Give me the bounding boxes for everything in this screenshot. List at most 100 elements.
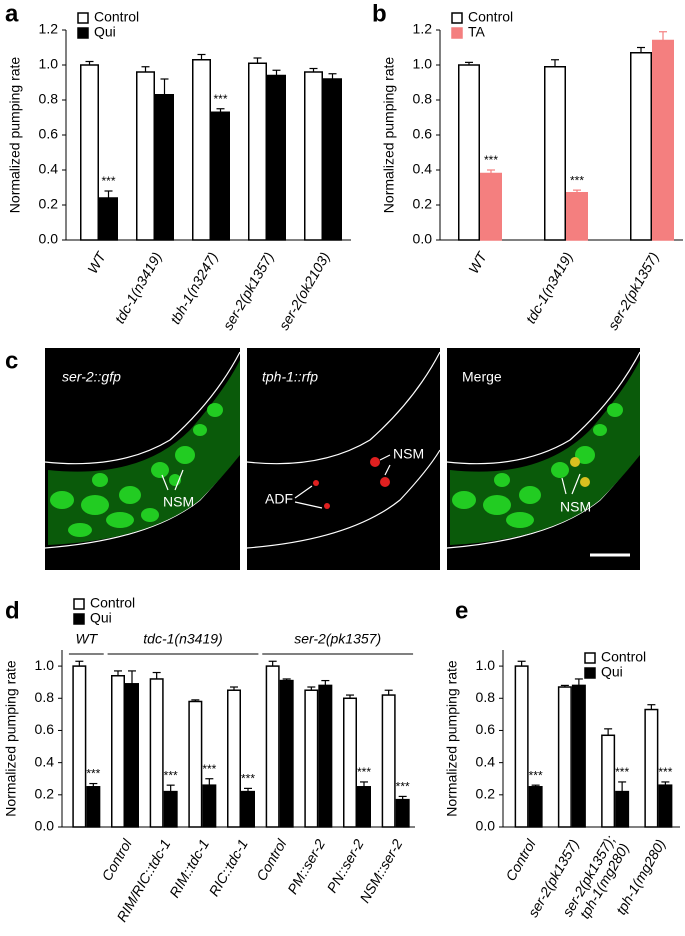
legend-swatch — [77, 12, 89, 24]
bar — [381, 694, 396, 828]
group-label: WT — [75, 631, 98, 647]
micrograph — [247, 348, 440, 570]
x-tick-label: ser-2(ok2103) — [275, 249, 332, 332]
bar — [227, 689, 241, 828]
y-axis-title: Normalized pumping rate — [7, 57, 23, 214]
legend-label: Control — [601, 649, 646, 665]
y-tick-label: 0.8 — [35, 689, 55, 705]
bar — [188, 700, 203, 828]
y-tick-label: 0.0 — [39, 231, 59, 247]
y-tick-label: 1.0 — [476, 657, 496, 673]
y-tick-label: 0.6 — [35, 721, 55, 737]
bar — [304, 689, 319, 828]
y-tick-label: 1.2 — [39, 21, 59, 37]
worm-outline — [246, 449, 441, 549]
image-title: Merge — [462, 369, 502, 385]
bar-chart: e Normalized pumping rate 0.0 0.2 0.4 0.6 0.8 1… — [444, 597, 680, 921]
significance: *** — [357, 765, 371, 779]
x-tick-label: WT — [84, 248, 109, 276]
y-tick-label: 0.0 — [476, 818, 496, 834]
legend-label: Control — [94, 9, 139, 25]
significance: *** — [570, 173, 584, 187]
bar — [163, 790, 178, 828]
x-tick-label: tdc-1(n3419) — [111, 249, 165, 326]
legend-label: TA — [468, 24, 486, 40]
panel-letter: a — [5, 0, 19, 27]
legend-swatch — [584, 667, 596, 679]
bar — [318, 684, 333, 828]
cell-label: NSM — [393, 446, 424, 462]
y-tick-label: 0.0 — [413, 231, 433, 247]
bar — [566, 192, 588, 241]
bar — [267, 74, 286, 241]
bar — [125, 683, 139, 828]
bar-chart: d Normalized pumping rate 0.0 0.2 0.4 0.6 0.8 1… — [3, 595, 415, 925]
legend-label: Qui — [94, 24, 116, 40]
x-tick-label-line: Control — [502, 836, 539, 884]
y-axis-title: Normalized pumping rate — [3, 660, 19, 817]
y-tick-label: 0.0 — [35, 818, 55, 834]
bar — [458, 64, 480, 241]
significance: *** — [164, 768, 178, 782]
y-tick-label: 1.0 — [35, 657, 55, 673]
bar — [658, 784, 673, 828]
y-tick-label: 0.6 — [39, 126, 59, 142]
bar — [72, 665, 87, 828]
bar — [615, 790, 630, 828]
y-tick-label: 0.2 — [35, 786, 55, 802]
cell-label: ADF — [265, 491, 293, 507]
worm-outline — [44, 351, 241, 465]
bar — [652, 39, 674, 241]
panel-letter: e — [455, 597, 468, 624]
bar — [357, 786, 371, 828]
panel-letter: b — [372, 0, 387, 27]
legend-swatch — [584, 652, 596, 664]
x-tick-label: Control — [502, 836, 539, 884]
significance: *** — [202, 762, 216, 776]
y-tick-label: 0.8 — [476, 689, 496, 705]
x-tick-label: Control — [98, 836, 135, 884]
bar — [86, 786, 101, 828]
significance: *** — [101, 174, 115, 188]
panel-letter: d — [5, 597, 20, 624]
significance: *** — [615, 765, 629, 779]
legend-swatch — [451, 27, 463, 39]
bar — [265, 665, 280, 828]
bar — [544, 66, 566, 241]
legend-label: Qui — [90, 610, 112, 626]
rfp-cells — [313, 457, 390, 509]
y-tick-label: 1.2 — [413, 21, 433, 37]
arrow — [561, 473, 581, 495]
x-tick-label: WT — [465, 248, 490, 276]
x-tick-label: Control — [253, 836, 290, 884]
y-tick-label: 0.4 — [35, 753, 55, 769]
arrow — [161, 469, 184, 491]
legend-swatch — [73, 598, 85, 610]
legend-swatch — [73, 613, 85, 625]
image-panel: c ser-2::gfp NSM tph-1::rfp NSM ADF — [5, 347, 641, 570]
bar — [557, 686, 572, 828]
y-tick-label: 1.0 — [39, 56, 59, 72]
x-tick-label: ser-2(pk1357) — [604, 249, 661, 332]
bar — [155, 94, 174, 241]
significance: *** — [213, 92, 227, 106]
bar — [323, 78, 342, 241]
y-tick-label: 0.6 — [413, 126, 433, 142]
y-tick-label: 1.0 — [413, 56, 433, 72]
x-tick-label: PN::ser-2 — [324, 836, 367, 895]
significance: *** — [658, 765, 672, 779]
bar — [601, 734, 616, 828]
bar — [514, 665, 529, 828]
worm-outline — [246, 351, 441, 465]
y-axis-title: Normalized pumping rate — [381, 57, 397, 214]
bar — [99, 197, 118, 241]
cell-label: NSM — [560, 499, 591, 515]
bar — [279, 679, 294, 828]
bar — [211, 111, 230, 241]
bar — [343, 697, 357, 828]
significance: *** — [529, 768, 543, 782]
x-tick-label: tbh-1(n3247) — [167, 249, 221, 326]
significance: *** — [241, 772, 255, 786]
y-tick-label: 0.4 — [413, 161, 433, 177]
